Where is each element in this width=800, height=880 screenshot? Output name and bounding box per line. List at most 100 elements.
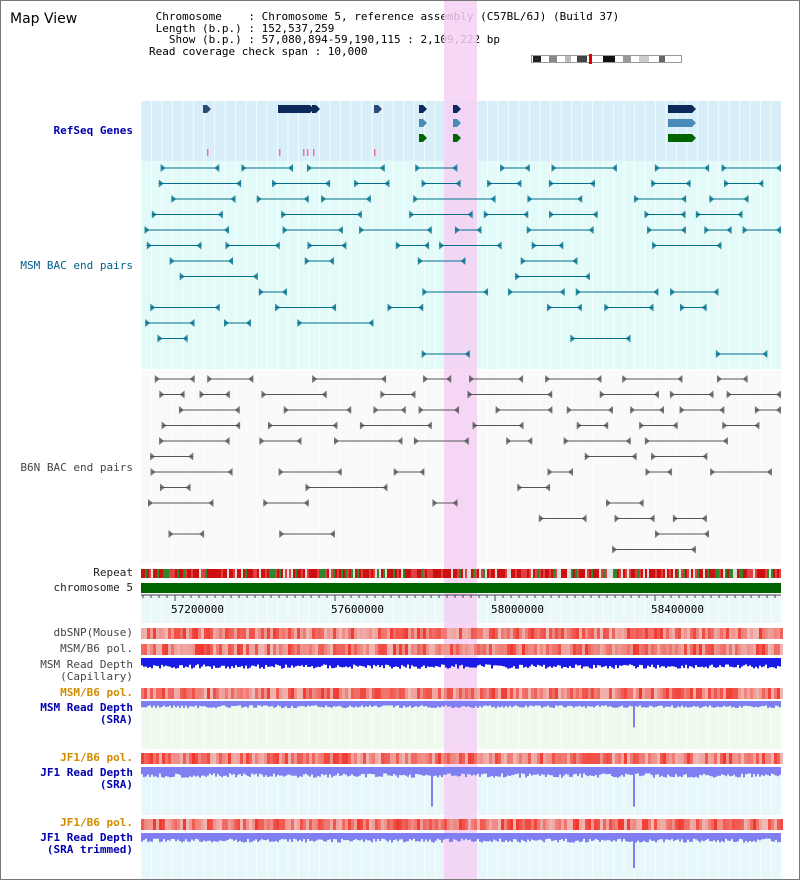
track-label-refseq-genes[interactable]: RefSeq Genes bbox=[53, 124, 133, 137]
msm-capillary-depth-bar bbox=[171, 658, 173, 668]
jf1-sra-depth-bar bbox=[319, 767, 321, 777]
msm-bac-pair-end bbox=[695, 210, 701, 219]
msm-sra-depth-bar bbox=[703, 701, 705, 707]
msm-sra-depth-bar bbox=[379, 701, 381, 708]
msm-sra-depth-bar bbox=[459, 701, 461, 708]
track-label-msm-bac[interactable]: MSM BAC end pairs bbox=[20, 259, 133, 272]
repeat-cell bbox=[259, 569, 261, 578]
dbsnp-cell bbox=[318, 628, 321, 639]
jf1-b6-pol-2-cell bbox=[309, 819, 312, 830]
msm-capillary-depth-bar bbox=[405, 658, 407, 668]
jf1-sra-depth-bar bbox=[611, 767, 613, 777]
jf1-trimmed-depth-bar bbox=[429, 833, 431, 840]
repeat-cell bbox=[181, 569, 183, 578]
jf1-trimmed-depth-bar bbox=[391, 833, 393, 843]
dbsnp-cell bbox=[339, 628, 342, 639]
msm-capillary-depth-bar bbox=[601, 658, 603, 668]
msm-bac-pair-end bbox=[157, 334, 163, 343]
msm-sra-depth-bar bbox=[699, 701, 701, 709]
jf1-trimmed-depth-bar bbox=[679, 833, 681, 842]
dbsnp-cell bbox=[303, 628, 306, 639]
msm-bac-pair-end bbox=[417, 257, 423, 265]
jf1-sra-depth-bar bbox=[599, 767, 601, 775]
jf1-trimmed-depth-bar bbox=[693, 833, 695, 839]
msm-capillary-depth-bar bbox=[337, 658, 339, 666]
dbsnp-cell bbox=[582, 628, 585, 639]
jf1-sra-depth-bar bbox=[457, 767, 459, 777]
jf1-b6-pol-cell bbox=[462, 753, 465, 764]
msm-b6-pol-cell bbox=[579, 644, 582, 655]
jf1-trimmed-depth-bar bbox=[689, 833, 691, 842]
dbsnp-cell bbox=[453, 628, 456, 639]
jf1-b6-pol-cell bbox=[615, 753, 618, 764]
jf1-b6-pol-cell bbox=[381, 753, 384, 764]
jf1-trimmed-depth-bar bbox=[685, 833, 687, 843]
jf1-b6-pol-cell bbox=[213, 753, 216, 764]
jf1-trimmed-depth-bar bbox=[217, 833, 219, 842]
jf1-sra-depth-bar bbox=[205, 767, 207, 777]
chromosome-ideogram[interactable] bbox=[531, 54, 683, 64]
jf1-trimmed-depth-bar bbox=[563, 833, 565, 841]
msm-sra-depth-bar bbox=[561, 701, 563, 706]
refseq-genes-track[interactable] bbox=[203, 105, 696, 156]
msm-capillary-depth-bar bbox=[157, 658, 159, 667]
jf1-sra-depth-bar bbox=[629, 767, 631, 775]
jf1-trimmed-depth-bar bbox=[589, 833, 591, 840]
jf1-trimmed-depth-bar bbox=[469, 833, 471, 840]
msm-sra-depth-bar bbox=[627, 701, 629, 708]
jf1-b6-pol-2-cell bbox=[561, 819, 564, 830]
jf1-trimmed-depth-bar bbox=[575, 833, 577, 841]
b6n-bac-pair-end bbox=[188, 452, 194, 461]
msm-sra-depth-bar bbox=[515, 701, 517, 706]
jf1-sra-depth-bar bbox=[521, 767, 523, 774]
msm-capillary-depth-bar bbox=[347, 658, 349, 668]
repeat-cell bbox=[399, 569, 401, 578]
track-label-b6n-bac[interactable]: B6N BAC end pairs bbox=[20, 461, 133, 474]
repeat-cell bbox=[535, 569, 537, 578]
jf1-sra-depth-bar bbox=[639, 767, 641, 777]
jf1-sra-depth-bar bbox=[501, 767, 503, 774]
msm-sra-depth-bar bbox=[719, 701, 721, 708]
msm-capillary-depth-bar bbox=[637, 658, 639, 668]
jf1-sra-depth-bar bbox=[193, 767, 195, 776]
msm-b6-pol-cell bbox=[405, 644, 408, 655]
gene-block bbox=[278, 105, 310, 113]
jf1-sra-depth-bar bbox=[343, 767, 345, 774]
b6n-bac-pairs-track[interactable] bbox=[148, 375, 781, 554]
msm-sra-depth-bar bbox=[769, 701, 771, 708]
msm-capillary-depth-bar bbox=[249, 658, 251, 668]
jf1-sra-depth-bar bbox=[309, 767, 311, 777]
jf1-trimmed-depth-bar bbox=[319, 833, 321, 840]
dbsnp-cell bbox=[570, 628, 573, 639]
msm-bac-pair-end bbox=[307, 241, 313, 250]
msm-bac-pair-end bbox=[214, 164, 220, 172]
msm-capillary-depth-bar bbox=[453, 658, 455, 667]
jf1-sra-depth-bar bbox=[585, 767, 587, 776]
msm-bac-pair-end bbox=[223, 319, 229, 327]
track-label-jf1-depth-trimmed: JF1 Read Depth bbox=[40, 831, 133, 844]
b6n-bac-pair-end bbox=[517, 483, 523, 492]
msm-bac-pairs-track[interactable] bbox=[144, 164, 781, 358]
msm-bac-pair-end bbox=[490, 195, 496, 203]
msm-b6-pol-2-cell bbox=[351, 688, 354, 699]
msm-b6-pol-cell bbox=[699, 644, 702, 655]
jf1-sra-depth-bar bbox=[649, 767, 651, 774]
b6n-bac-pair-end bbox=[653, 390, 659, 399]
dbsnp-cell bbox=[738, 628, 741, 639]
msm-b6-pol-2-cell bbox=[372, 688, 375, 699]
jf1-trimmed-depth-bar bbox=[243, 833, 245, 843]
jf1-trimmed-depth-bar bbox=[729, 833, 731, 841]
msm-sra-depth-bar bbox=[167, 701, 169, 707]
jf1-sra-depth-bar bbox=[401, 767, 403, 776]
jf1-b6-pol-2-cell bbox=[657, 819, 660, 830]
jf1-sra-depth-bar bbox=[317, 767, 319, 776]
dbsnp-cell bbox=[315, 628, 318, 639]
b6n-bac-pair-end bbox=[630, 406, 636, 414]
jf1-b6-pol-2-cell bbox=[258, 819, 261, 830]
msm-capillary-depth-bar bbox=[173, 658, 175, 668]
repeat-cell bbox=[143, 569, 145, 578]
jf1-b6-pol-2-cell bbox=[627, 819, 630, 830]
gene-block bbox=[374, 105, 378, 113]
msm-sra-depth-bar bbox=[565, 701, 567, 708]
